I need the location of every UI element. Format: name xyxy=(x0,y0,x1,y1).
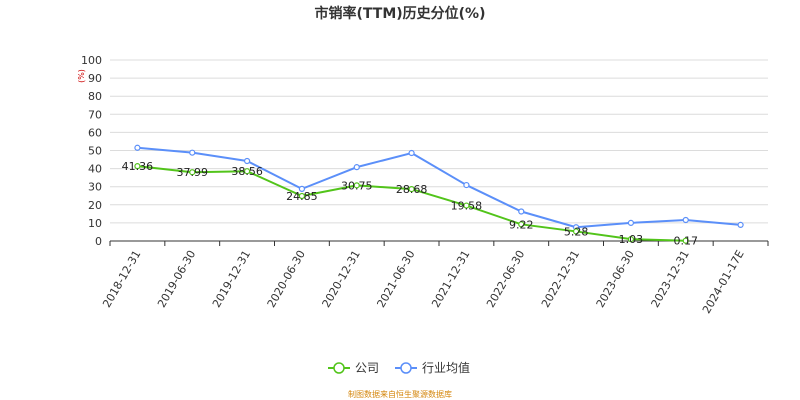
data-label: 38.56 xyxy=(231,165,263,178)
legend-marker xyxy=(333,362,345,374)
data-point xyxy=(189,149,196,156)
data-point xyxy=(463,181,470,189)
data-label: 28.68 xyxy=(396,183,428,196)
y-axis: 0 10 20 30 40 50 60 70 80 90 100 xyxy=(81,54,102,248)
data-point xyxy=(353,164,360,171)
data-point xyxy=(243,157,251,165)
source-note: 制图数据来自恒生聚源数据库 xyxy=(348,389,452,399)
data-point xyxy=(408,185,415,193)
y-tick-label: 100 xyxy=(81,54,102,67)
y-tick-label: 70 xyxy=(88,108,102,121)
data-label: 37.99 xyxy=(177,166,209,179)
x-tick-label: 2019-06-30 xyxy=(155,248,198,310)
y-tick-label: 40 xyxy=(88,163,102,176)
data-point xyxy=(134,144,141,151)
data-label: 24.85 xyxy=(286,190,318,203)
data-point xyxy=(518,221,525,228)
data-point xyxy=(682,216,689,224)
legend[interactable]: 公司 行业均值 xyxy=(328,360,470,375)
data-point xyxy=(134,163,141,170)
x-tick-label: 2022-12-31 xyxy=(539,248,582,310)
y-tick-label: 30 xyxy=(88,181,102,194)
y-tick-label: 50 xyxy=(88,145,102,158)
data-point xyxy=(682,237,689,244)
x-tick-label: 2022-06-30 xyxy=(484,248,527,310)
legend-item-0[interactable]: 公司 xyxy=(328,361,379,375)
data-label: 9.22 xyxy=(509,218,534,231)
data-label: 30.75 xyxy=(341,179,373,192)
y-tick-label: 10 xyxy=(88,217,102,230)
legend-marker xyxy=(400,362,412,374)
data-point xyxy=(737,221,744,228)
data-point xyxy=(189,169,196,176)
data-point xyxy=(298,185,306,192)
y-tick-label: 0 xyxy=(95,235,102,248)
y-tick-label: 20 xyxy=(88,199,102,212)
data-label: 0.17 xyxy=(674,235,699,248)
data-point xyxy=(298,192,306,200)
data-point xyxy=(353,182,360,189)
data-point xyxy=(408,149,415,157)
x-tick-label: 2024-01-17E xyxy=(700,248,747,316)
y-tick-label: 60 xyxy=(88,126,102,139)
series-line-1 xyxy=(137,146,741,229)
x-axis: 2018-12-31 2019-06-30 2019-12-31 2020-06-30… xyxy=(100,240,769,316)
grid xyxy=(110,59,768,224)
x-tick-label: 2018-12-31 xyxy=(100,248,143,310)
x-tick-label: 2019-12-31 xyxy=(210,248,253,310)
data-labels: 41.36 37.99 38.56 24.85 30.75 28.68 19.58 9.22 5… xyxy=(122,160,698,248)
data-label: 1.03 xyxy=(619,233,644,246)
data-point xyxy=(518,208,525,215)
series-line-0 xyxy=(137,165,686,242)
x-tick-label: 2023-06-30 xyxy=(594,248,637,310)
y-tick-label: 80 xyxy=(88,90,102,103)
series-group xyxy=(134,144,744,244)
y-unit-label: (%) xyxy=(77,69,86,83)
data-label: 5.28 xyxy=(564,225,589,238)
x-tick-label: 2023-12-31 xyxy=(649,248,692,310)
data-point xyxy=(463,202,470,209)
legend-item-1[interactable]: 行业均值 xyxy=(395,360,470,375)
data-point xyxy=(627,236,635,243)
y-tick-label: 90 xyxy=(88,72,102,85)
data-point xyxy=(627,219,635,226)
x-tick-label: 2021-12-31 xyxy=(429,248,472,310)
data-label: 19.58 xyxy=(451,200,483,213)
data-label: 41.36 xyxy=(122,160,154,173)
x-tick-label: 2021-06-30 xyxy=(374,248,417,310)
data-point xyxy=(243,168,251,175)
chart-title: 市销率(TTM)历史分位(%) xyxy=(315,5,486,22)
x-tick-label: 2020-06-30 xyxy=(265,248,308,310)
legend-label: 公司 xyxy=(355,361,379,375)
x-tick-label: 2020-12-31 xyxy=(320,248,363,310)
legend-label: 行业均值 xyxy=(422,360,470,375)
data-point xyxy=(572,228,580,235)
